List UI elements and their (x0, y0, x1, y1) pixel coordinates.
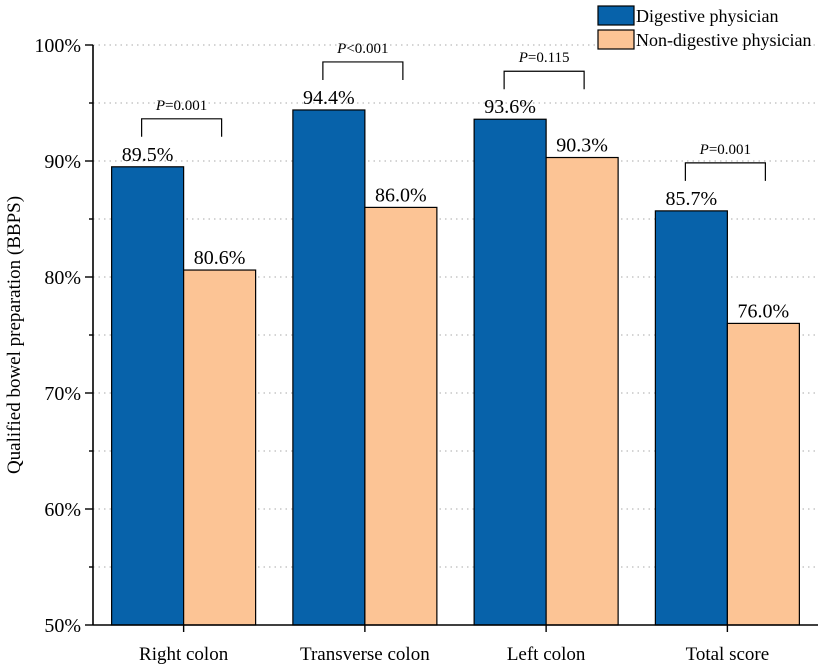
bar-digestive-0 (111, 166, 185, 626)
x-tick-label: Left colon (507, 644, 586, 665)
p-value-label: P<0.001 (336, 41, 388, 57)
data-label: 86.0% (375, 184, 427, 206)
bar-non-digestive-2 (545, 156, 619, 626)
p-value: =0.115 (528, 50, 570, 66)
data-labels: 89.5% 80.6% 94.4% 86.0% 93.6% 90.3% 85.7% 76.0% (122, 87, 789, 322)
x-tick-label: Total score (686, 644, 770, 665)
p-value-label: P=0.001 (699, 142, 751, 158)
legend-label: Non-digestive physician (636, 30, 811, 50)
legend: Digestive physician Non-digestive physici… (597, 5, 811, 50)
data-label: 80.6% (194, 247, 246, 269)
data-label: 94.4% (303, 87, 355, 109)
bar-non-digestive-0 (183, 269, 257, 626)
legend-swatch-non-digestive (597, 29, 635, 50)
p-value: <0.001 (346, 41, 388, 57)
bar-digestive-2 (473, 118, 547, 626)
bar-digestive-3 (654, 210, 728, 626)
bar-digestive-1 (292, 109, 366, 626)
y-tick-label: 100% (34, 35, 81, 57)
y-tick-label: 50% (44, 615, 81, 637)
x-tick-label: Transverse colon (300, 644, 430, 665)
p-value: =0.001 (709, 142, 751, 158)
data-label: 85.7% (666, 188, 718, 210)
p-symbol: P (699, 142, 709, 158)
p-value: =0.001 (165, 98, 207, 114)
bar-non-digestive-3 (726, 322, 800, 626)
x-tick-label: Right colon (139, 644, 229, 665)
axes: 50% 60% 70% 80% 90% 100% Right colon Transverse… (34, 35, 818, 665)
p-symbol: P (155, 98, 165, 114)
legend-label: Digestive physician (636, 6, 778, 26)
y-tick-label: 60% (44, 499, 81, 521)
y-tick-label: 80% (44, 267, 81, 289)
data-label: 76.0% (738, 300, 790, 322)
data-label: 90.3% (556, 135, 608, 157)
significance-bracket (141, 118, 223, 137)
p-value-label: P=0.115 (518, 50, 570, 66)
data-label: 89.5% (122, 144, 174, 166)
data-label: 93.6% (484, 96, 536, 118)
significance-bracket (322, 61, 404, 80)
legend-swatch-digestive (597, 5, 635, 26)
significance-bracket (684, 162, 766, 181)
p-symbol: P (518, 50, 528, 66)
y-tick-label: 70% (44, 383, 81, 405)
p-symbol: P (336, 41, 346, 57)
p-value-label: P=0.001 (155, 98, 207, 114)
y-tick-label: 90% (44, 151, 81, 173)
y-axis-label: Qualified bowel preparation (BBPS) (4, 196, 25, 474)
significance-bracket (503, 70, 585, 90)
bars (111, 109, 800, 626)
bar-non-digestive-1 (364, 206, 438, 626)
